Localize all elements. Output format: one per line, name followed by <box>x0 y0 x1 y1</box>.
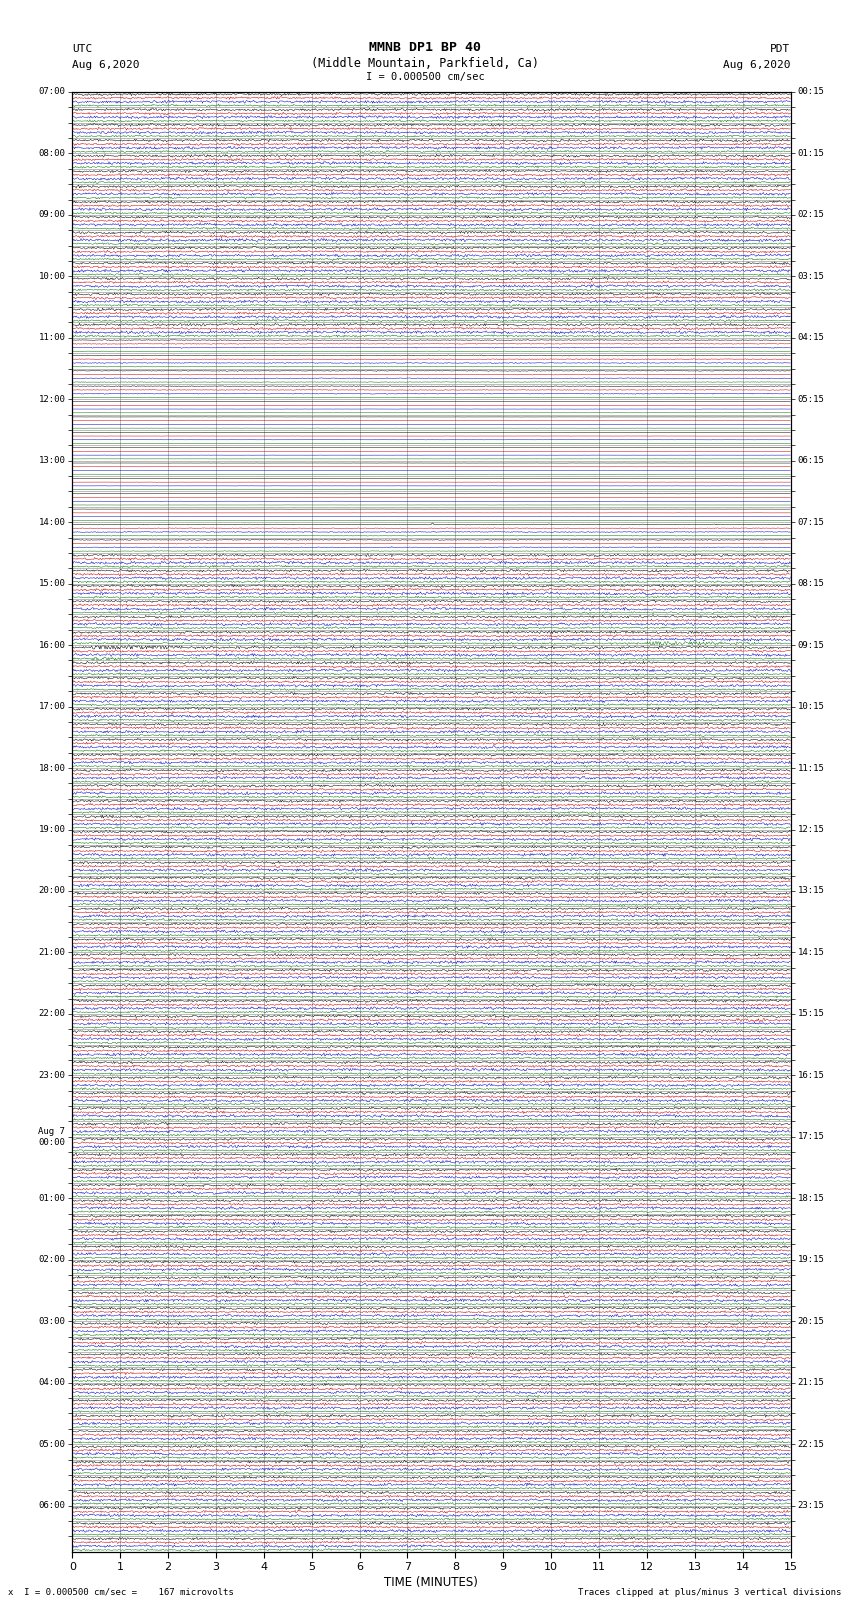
Text: UTC: UTC <box>72 44 93 53</box>
Text: Aug 6,2020: Aug 6,2020 <box>723 60 791 71</box>
Text: x  I = 0.000500 cm/sec =    167 microvolts: x I = 0.000500 cm/sec = 167 microvolts <box>8 1587 235 1597</box>
Text: PDT: PDT <box>770 44 790 53</box>
X-axis label: TIME (MINUTES): TIME (MINUTES) <box>384 1576 479 1589</box>
Text: (Middle Mountain, Parkfield, Ca): (Middle Mountain, Parkfield, Ca) <box>311 56 539 71</box>
Text: Traces clipped at plus/minus 3 vertical divisions: Traces clipped at plus/minus 3 vertical … <box>578 1587 842 1597</box>
Text: Aug 6,2020: Aug 6,2020 <box>72 60 139 71</box>
Text: I = 0.000500 cm/sec: I = 0.000500 cm/sec <box>366 73 484 82</box>
Text: MMNB DP1 BP 40: MMNB DP1 BP 40 <box>369 40 481 53</box>
